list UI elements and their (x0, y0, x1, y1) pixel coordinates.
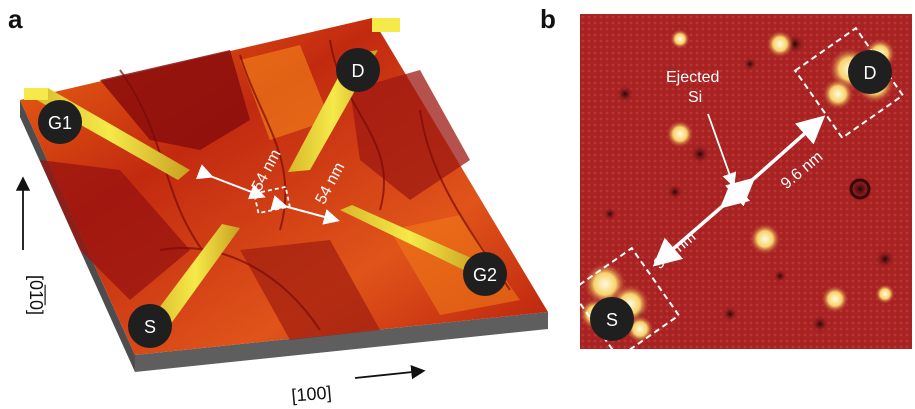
electrode-s-a-label: S (144, 317, 156, 337)
panel-a-topography: 54 nm 54 nm G1 D S G2 [0̅1̅0] [100] (15, 18, 548, 406)
lead-d-top (372, 18, 400, 32)
electrode-g2-label: G2 (473, 265, 497, 285)
gap-upper-arrow (195, 164, 266, 200)
distance-lower-arrow (652, 179, 751, 267)
lead-g2 (340, 205, 480, 272)
terrace-dark-left (40, 160, 190, 300)
lead-s (150, 224, 240, 325)
panel-a-letter: a (8, 4, 23, 34)
electrode-s-a: S (128, 304, 172, 348)
electrode-g1-label: G1 (48, 113, 72, 133)
gap-lower-arrow (270, 195, 340, 225)
electrode-s-b-label: S (606, 310, 618, 330)
terrace-dark-bottom (240, 240, 380, 340)
axis-horizontal-arrow (354, 364, 426, 380)
electrode-g2: G2 (463, 252, 507, 296)
electrode-d-b-label: D (864, 63, 877, 83)
substrate-front-face (135, 312, 548, 372)
panel-b-letter: b (540, 4, 556, 34)
distance-upper-arrow (724, 115, 826, 207)
ejected-label-line2: Si (688, 89, 702, 106)
terrace-dark-right (350, 70, 470, 200)
ejected-si-atom (732, 187, 742, 197)
electrode-d-b: D (848, 50, 892, 94)
ejected-label-line1: Ejected (666, 69, 719, 86)
electrode-s-b: S (590, 297, 634, 341)
terrace-dark-upper (100, 50, 250, 150)
lead-g1-end (24, 88, 48, 100)
panel-b-stm-image: Ejected Si 9.2 nm 9.6 nm D S (580, 14, 912, 349)
terrace-orange-center (240, 45, 330, 140)
electrode-g1: G1 (38, 100, 82, 144)
electrode-d-a-label: D (352, 61, 365, 81)
electrode-d-a: D (336, 48, 380, 92)
axis-vertical-label: [0̅1̅0] (26, 275, 46, 315)
axis-horizontal-label: [100] (291, 382, 333, 405)
